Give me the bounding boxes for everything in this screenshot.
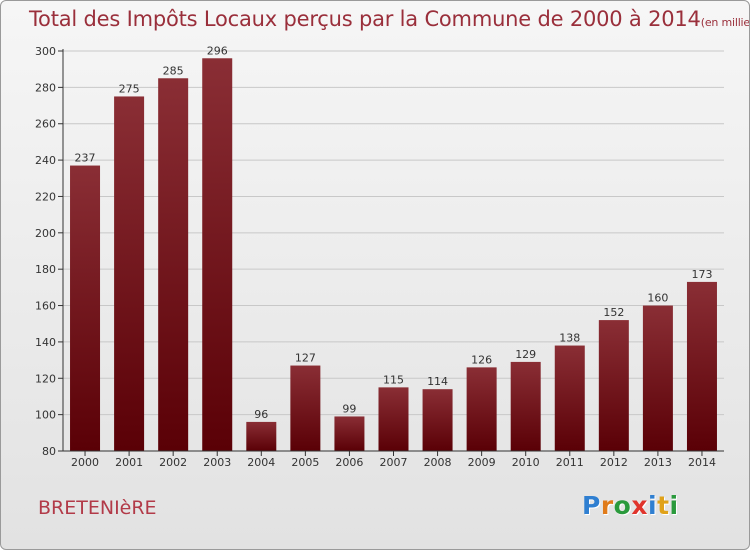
logo-letter: x	[631, 491, 648, 520]
value-label-2001: 275	[119, 82, 140, 95]
bar-2004	[246, 421, 277, 451]
y-tick-label-160: 160	[35, 300, 56, 313]
y-tick-label-200: 200	[35, 227, 56, 240]
bars: 237 275 285 296 96 127 99 115 114 126 129 138 152 160…	[70, 44, 717, 452]
bar-2012	[598, 320, 629, 451]
y-tick-label-140: 140	[35, 336, 56, 349]
x-tick-label-2004: 2004	[247, 456, 275, 469]
logo-letter: t	[657, 491, 670, 520]
logo-letter: P	[582, 491, 601, 520]
value-label-2002: 285	[163, 64, 184, 77]
x-tick-label-2010: 2010	[512, 456, 540, 469]
logo-letter: i	[669, 491, 679, 520]
value-label-2000: 237	[75, 152, 96, 165]
bar-2006	[334, 416, 365, 451]
x-tick-label-2001: 2001	[115, 456, 143, 469]
bar-2007	[378, 387, 409, 451]
value-label-2012: 152	[603, 306, 624, 319]
y-tick-label-240: 240	[35, 154, 56, 167]
y-tick-label-80: 80	[42, 445, 56, 458]
value-label-2013: 160	[647, 292, 668, 305]
bar-2014	[686, 281, 717, 451]
value-label-2014: 173	[691, 268, 712, 281]
value-label-2007: 115	[383, 373, 404, 386]
x-tick-label-2000: 2000	[71, 456, 99, 469]
logo-letter: r	[600, 491, 614, 520]
value-label-2009: 126	[471, 353, 492, 366]
x-tick-label-2006: 2006	[335, 456, 363, 469]
axes: 80 100 120 140 160 180 200 220 240 260 280 300 2000 2…	[35, 45, 724, 469]
bar-2009	[466, 367, 497, 451]
value-label-2008: 114	[427, 375, 448, 388]
x-tick-label-2014: 2014	[688, 456, 716, 469]
y-tick-label-280: 280	[35, 81, 56, 94]
x-tick-label-2012: 2012	[600, 456, 628, 469]
x-tick-label-2005: 2005	[291, 456, 319, 469]
bar-2011	[554, 345, 585, 451]
x-tick-label-2009: 2009	[468, 456, 496, 469]
bar-2003	[202, 58, 233, 451]
y-tick-label-260: 260	[35, 118, 56, 131]
bar-2005	[290, 365, 321, 451]
y-tick-label-180: 180	[35, 263, 56, 276]
x-tick-label-2008: 2008	[424, 456, 452, 469]
logo-letter: i	[648, 491, 658, 520]
logo-letter: o	[613, 491, 632, 520]
chart-title-unit: (en milliers d'€)	[700, 16, 750, 29]
value-label-2011: 138	[559, 332, 580, 345]
value-label-2006: 99	[342, 402, 356, 415]
y-tick-label-300: 300	[35, 45, 56, 58]
bar-2010	[510, 361, 541, 451]
bar-2008	[422, 389, 453, 451]
value-label-2004: 96	[254, 408, 268, 421]
y-tick-label-120: 120	[35, 372, 56, 385]
bar-2002	[158, 78, 189, 451]
x-tick-label-2007: 2007	[380, 456, 408, 469]
x-tick-label-2011: 2011	[556, 456, 584, 469]
chart-title-text: Total des Impôts Locaux perçus par la Co…	[29, 7, 701, 31]
bar-2000	[70, 165, 101, 451]
chart-title: Total des Impôts Locaux perçus par la Co…	[29, 7, 750, 31]
x-tick-label-2003: 2003	[203, 456, 231, 469]
bar-2001	[114, 96, 145, 452]
bar-2013	[642, 305, 673, 451]
proxiti-logo: Proxiti	[582, 491, 679, 520]
value-label-2003: 296	[207, 44, 228, 57]
commune-name: BRETENIèRE	[38, 497, 157, 519]
x-tick-label-2013: 2013	[644, 456, 672, 469]
value-label-2010: 129	[515, 348, 536, 361]
x-tick-label-2002: 2002	[159, 456, 187, 469]
y-tick-label-220: 220	[35, 190, 56, 203]
value-label-2005: 127	[295, 352, 316, 365]
y-tick-label-100: 100	[35, 409, 56, 422]
